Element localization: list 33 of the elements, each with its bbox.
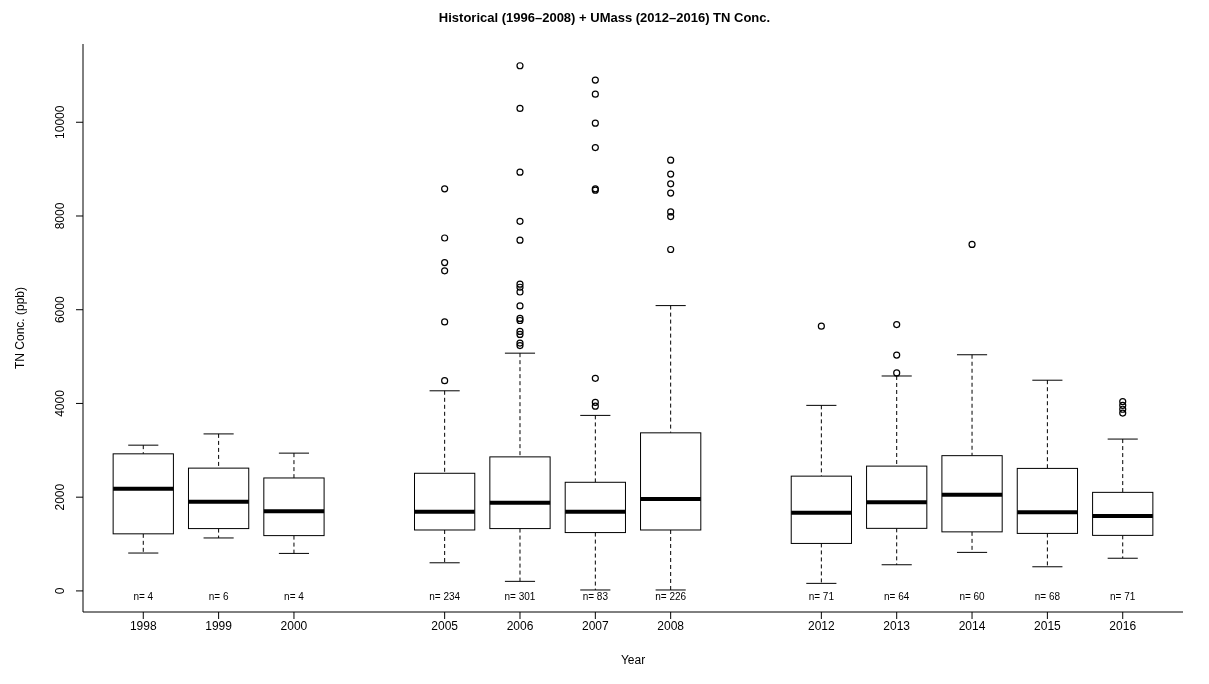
annotation: n= 4 bbox=[133, 591, 154, 603]
y-axis-title: TN Conc. (ppb) bbox=[13, 286, 28, 370]
x-tick-label: 2015 bbox=[1034, 618, 1062, 633]
x-tick-label: 1999 bbox=[205, 618, 233, 633]
annotation: n= 64 bbox=[884, 591, 910, 603]
y-tick-label: 4000 bbox=[53, 389, 68, 417]
annotation: n= 6 bbox=[208, 591, 229, 603]
y-tick-label: 2000 bbox=[53, 483, 68, 511]
x-tick-label: 2000 bbox=[280, 618, 308, 633]
y-tick-label: 0 bbox=[53, 587, 68, 595]
y-tick-label: 8000 bbox=[53, 202, 68, 230]
annotation: n= 226 bbox=[655, 591, 687, 603]
y-tick-label: 10000 bbox=[53, 105, 68, 139]
annotation: n= 71 bbox=[1110, 591, 1136, 603]
annotation: n= 301 bbox=[504, 591, 536, 603]
annotation: n= 234 bbox=[429, 591, 461, 603]
chart-title: Historical (1996–2008) + UMass (2012–2016) TN Conc. bbox=[437, 9, 772, 27]
annotation: n= 68 bbox=[1034, 591, 1061, 603]
y-tick-label: 6000 bbox=[53, 296, 68, 324]
annotation: n= 60 bbox=[959, 591, 986, 603]
x-tick-label: 2012 bbox=[808, 618, 836, 633]
x-tick-label: 2008 bbox=[657, 618, 685, 633]
x-tick-label: 2014 bbox=[958, 618, 986, 633]
x-tick-label: 2007 bbox=[581, 618, 609, 633]
annotation: n= 83 bbox=[582, 591, 609, 603]
x-tick-label: 2016 bbox=[1109, 618, 1137, 633]
x-tick-label: 2006 bbox=[506, 618, 534, 633]
annotation: n= 4 bbox=[284, 591, 305, 603]
x-axis-title: Year bbox=[620, 653, 646, 667]
x-tick-label: 1998 bbox=[129, 618, 157, 633]
x-tick-label: 2013 bbox=[883, 618, 911, 633]
x-tick-label: 2005 bbox=[431, 618, 459, 633]
annotation: n= 71 bbox=[808, 591, 835, 603]
